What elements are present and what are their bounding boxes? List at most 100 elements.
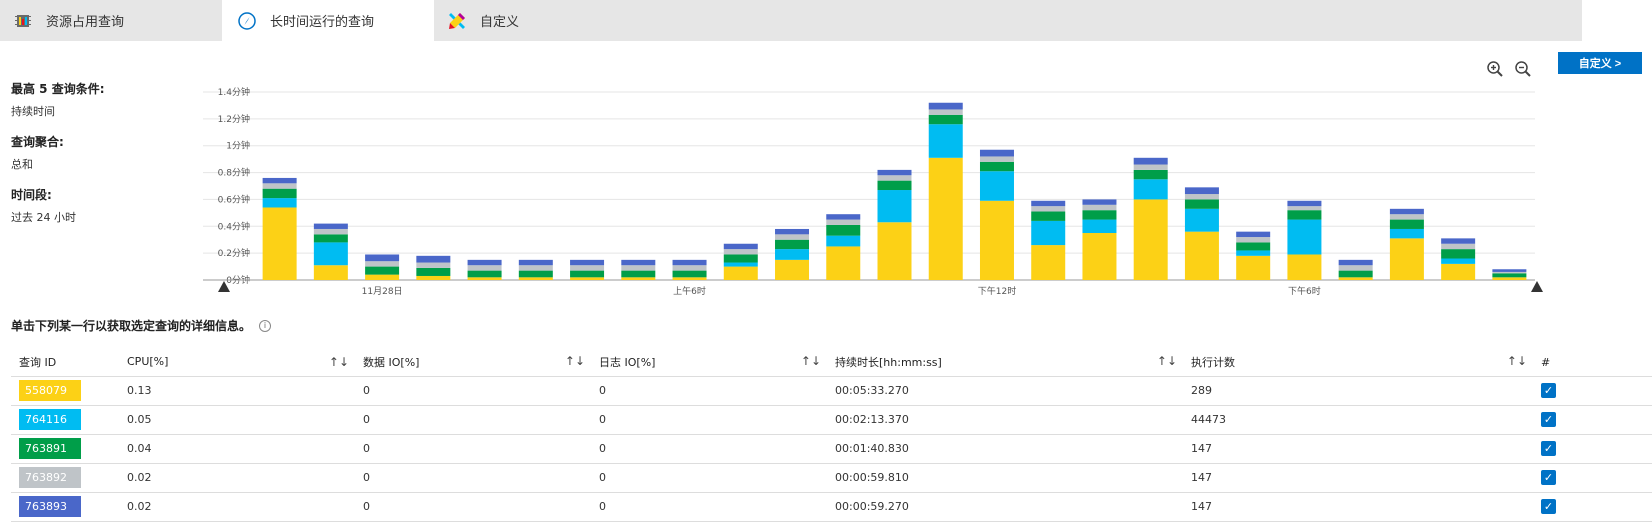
bar-segment	[518, 270, 553, 278]
range-handle-left	[218, 281, 230, 292]
tab-resource-queries[interactable]: 资源占用查询	[0, 0, 222, 41]
col-header-cpu[interactable]: CPU[%] ↑↓	[119, 349, 355, 377]
query-id-badge[interactable]: 763892	[19, 467, 81, 488]
bar-segment	[262, 177, 297, 184]
duration-cell: 00:05:33.270	[827, 376, 1183, 406]
period-value: 过去 24 小时	[11, 211, 76, 224]
sort-icon[interactable]: ↑↓	[564, 354, 585, 369]
bar-segment	[518, 259, 553, 266]
cpu-cell: 0.02	[119, 492, 355, 522]
bar-segment	[775, 234, 810, 240]
bar-segment	[262, 183, 297, 189]
y-tick-label: 0.4分钟	[218, 220, 250, 232]
bar-segment	[416, 262, 451, 268]
customize-button[interactable]: 自定义 >	[1558, 52, 1642, 74]
cpu-cell: 0.04	[119, 434, 355, 464]
bar-segment	[416, 267, 451, 276]
bar-segment	[672, 277, 707, 280]
row-checkbox[interactable]: ✓	[1541, 412, 1556, 427]
zoom-in-icon[interactable]	[1486, 60, 1506, 80]
log-io-cell: 0	[591, 492, 827, 522]
query-id-badge[interactable]: 763891	[19, 438, 81, 459]
bar-segment	[570, 265, 605, 271]
col-header-duration[interactable]: 持续时长[hh:mm:ss] ↑↓	[827, 349, 1183, 377]
sort-icon[interactable]: ↑↓	[1156, 354, 1177, 369]
info-icon[interactable]: i	[259, 319, 272, 332]
bar-segment	[570, 259, 605, 266]
bar-segment	[1082, 233, 1117, 280]
bar-segment	[518, 265, 553, 271]
table-row[interactable]: 558079 0.13 0 0 00:05:33.270 289 ✓	[11, 376, 1652, 406]
bar-segment	[1031, 245, 1066, 280]
col-header-exec-count[interactable]: 执行计数 ↑↓	[1183, 349, 1533, 377]
exec-count-cell: 147	[1183, 463, 1533, 493]
row-checkbox[interactable]: ✓	[1541, 383, 1556, 398]
bar-segment	[775, 249, 810, 260]
tab-custom[interactable]: 自定义	[434, 0, 634, 41]
bar-segment	[1441, 249, 1476, 259]
bar-segment	[1236, 231, 1271, 238]
bar-segment	[1082, 199, 1117, 205]
bar-segment	[979, 161, 1014, 172]
bar-segment	[1082, 210, 1117, 220]
col-header-log-io[interactable]: 日志 IO[%] ↑↓	[591, 349, 827, 377]
bar-segment	[928, 102, 963, 110]
bar-segment	[1031, 220, 1066, 246]
bar-segment	[467, 265, 502, 271]
col-header-query-id[interactable]: 查询 ID	[11, 349, 119, 377]
bar-segment	[723, 254, 758, 263]
bar-segment	[1184, 194, 1219, 200]
bar-segment	[775, 259, 810, 280]
y-tick-label: 1分钟	[226, 140, 250, 152]
cpu-cell: 0.02	[119, 463, 355, 493]
duration-cell: 00:02:13.370	[827, 405, 1183, 435]
bar-segment	[877, 175, 912, 181]
bar-segment	[672, 270, 707, 278]
bar-segment	[1133, 164, 1168, 170]
duration-cell: 00:00:59.810	[827, 463, 1183, 493]
bar-segment	[723, 266, 758, 280]
query-id-badge[interactable]: 558079	[19, 380, 81, 401]
col-header-select: #	[1533, 349, 1652, 377]
bar-segment	[365, 274, 400, 280]
cpu-chip-icon	[12, 10, 34, 32]
exec-count-cell: 147	[1183, 434, 1533, 464]
sort-icon[interactable]: ↑↓	[800, 354, 821, 369]
row-checkbox[interactable]: ✓	[1541, 441, 1556, 456]
y-tick-label: 0.6分钟	[218, 193, 250, 205]
sort-icon[interactable]: ↑↓	[328, 355, 349, 370]
bar-segment	[313, 242, 348, 266]
bar-segment	[1338, 265, 1373, 271]
y-tick-label: 0.8分钟	[218, 167, 250, 179]
exec-count-cell: 44473	[1183, 405, 1533, 435]
log-io-cell: 0	[591, 434, 827, 464]
bar-segment	[1441, 263, 1476, 280]
bar-segment	[365, 261, 400, 267]
bar-segment	[1133, 169, 1168, 180]
query-id-badge[interactable]: 763893	[19, 496, 81, 517]
query-table: 查询 ID CPU[%] ↑↓ 数据 IO[%] ↑↓ 日志 IO[%] ↑↓ 持续时…	[11, 349, 1652, 522]
bar-segment	[1287, 210, 1322, 220]
query-id-badge[interactable]: 764116	[19, 409, 81, 430]
x-tick-label: 上午6时	[673, 285, 706, 297]
data-io-cell: 0	[355, 376, 591, 406]
exec-count-cell: 289	[1183, 376, 1533, 406]
row-checkbox[interactable]: ✓	[1541, 470, 1556, 485]
bar-segment	[826, 214, 861, 220]
col-header-data-io[interactable]: 数据 IO[%] ↑↓	[355, 349, 591, 377]
table-row[interactable]: 763891 0.04 0 0 00:01:40.830 147 ✓	[11, 434, 1652, 464]
sort-icon[interactable]: ↑↓	[1506, 354, 1527, 369]
bar-segment	[1389, 208, 1424, 215]
criteria-title: 最高 5 查询条件:	[11, 82, 105, 96]
bar-segment	[1082, 204, 1117, 211]
bar-segment	[1389, 219, 1424, 229]
bar-segment	[1441, 238, 1476, 244]
tab-long-running-queries[interactable]: 长时间运行的查询	[222, 0, 434, 41]
table-header-row: 查询 ID CPU[%] ↑↓ 数据 IO[%] ↑↓ 日志 IO[%] ↑↓ 持续时…	[11, 349, 1652, 377]
table-row[interactable]: 763892 0.02 0 0 00:00:59.810 147 ✓	[11, 463, 1652, 493]
row-checkbox[interactable]: ✓	[1541, 499, 1556, 514]
table-row[interactable]: 763893 0.02 0 0 00:00:59.270 147 ✓	[11, 492, 1652, 522]
bar-segment	[621, 259, 656, 266]
zoom-out-icon[interactable]	[1514, 60, 1534, 80]
table-row[interactable]: 764116 0.05 0 0 00:02:13.370 44473 ✓	[11, 405, 1652, 435]
